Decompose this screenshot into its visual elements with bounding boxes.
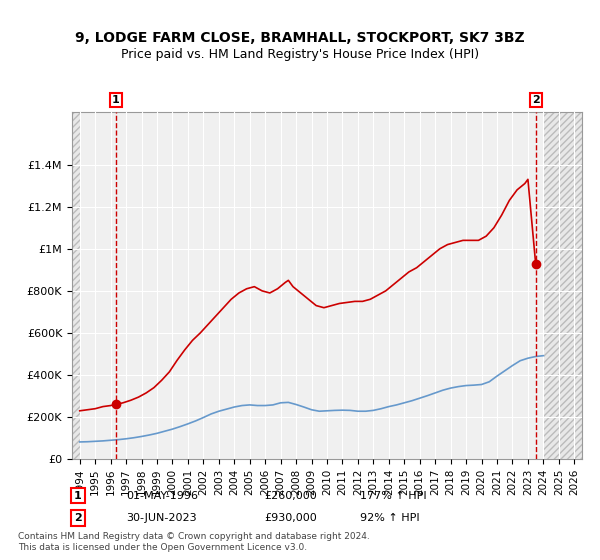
Text: 2: 2: [74, 513, 82, 523]
Text: 177% ↑ HPI: 177% ↑ HPI: [360, 491, 427, 501]
Text: 1: 1: [112, 95, 119, 105]
Bar: [72, 112, 80, 459]
Text: Contains HM Land Registry data © Crown copyright and database right 2024.
This d: Contains HM Land Registry data © Crown c…: [18, 532, 370, 552]
Text: 01-MAY-1996: 01-MAY-1996: [126, 491, 198, 501]
Text: 1: 1: [74, 491, 82, 501]
Bar: [544, 112, 582, 459]
Text: 30-JUN-2023: 30-JUN-2023: [126, 513, 197, 523]
Text: 92% ↑ HPI: 92% ↑ HPI: [360, 513, 419, 523]
Text: 9, LODGE FARM CLOSE, BRAMHALL, STOCKPORT, SK7 3BZ: 9, LODGE FARM CLOSE, BRAMHALL, STOCKPORT…: [75, 31, 525, 45]
Text: £930,000: £930,000: [264, 513, 317, 523]
Text: £260,000: £260,000: [264, 491, 317, 501]
Text: Price paid vs. HM Land Registry's House Price Index (HPI): Price paid vs. HM Land Registry's House …: [121, 48, 479, 60]
Text: 2: 2: [532, 95, 539, 105]
